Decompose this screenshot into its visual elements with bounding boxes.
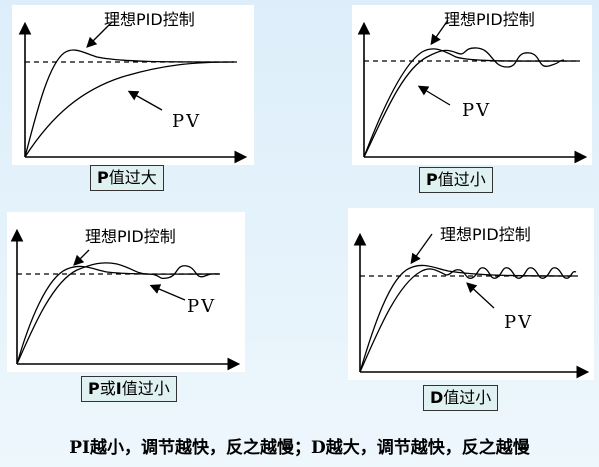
caption-param: P <box>426 170 438 189</box>
response-plot-pi-too-small: 理想PID控制 PV <box>10 227 241 371</box>
caption-param: P <box>88 379 100 398</box>
ideal-label: 理想PID控制 <box>104 10 195 29</box>
pv-pointer-arrow <box>466 282 495 309</box>
response-plot-p-too-large: 理想PID控制 PV <box>18 10 248 164</box>
panel-d-too-small: 理想PID控制 PV <box>348 208 594 380</box>
caption-text: 值过大 <box>108 168 157 187</box>
caption-d-too-small: D值过小 <box>423 385 499 411</box>
ideal-pointer-arrow <box>410 233 433 265</box>
pv-curve <box>363 47 565 158</box>
pv-pointer-arrow <box>149 284 186 301</box>
ideal-curve <box>359 264 577 373</box>
ideal-curve <box>24 49 235 158</box>
ideal-label: 理想PID控制 <box>85 227 176 246</box>
caption-connector: 或 <box>99 379 116 398</box>
pv-pointer-arrow <box>127 90 163 111</box>
pv-curve <box>24 61 235 158</box>
caption-param-2: I <box>115 379 122 398</box>
pv-label: PV <box>172 111 201 132</box>
caption-p-too-small: P值过小 <box>419 167 493 193</box>
ideal-curve <box>16 265 220 365</box>
caption-param: D <box>430 388 444 407</box>
panel-p-too-small: 理想PID控制 PV <box>352 5 592 165</box>
response-plot-p-too-small: 理想PID控制 PV <box>357 10 588 164</box>
caption-text: 值过小 <box>443 388 492 407</box>
pv-label: PV <box>462 100 491 121</box>
caption-pi-too-small: P或I值过小 <box>81 376 177 402</box>
pv-label: PV <box>504 312 533 333</box>
pv-curve <box>16 262 220 365</box>
pv-pointer-arrow <box>417 85 451 106</box>
pv-label: PV <box>187 296 216 317</box>
caption-p-too-large: P值过大 <box>90 165 164 191</box>
ideal-label: 理想PID控制 <box>444 10 535 29</box>
panel-p-too-large: 理想PID控制 PV <box>12 5 254 165</box>
panel-pi-too-small: 理想PID控制 PV <box>7 212 245 372</box>
ideal-pointer-arrow <box>73 249 90 266</box>
ideal-curve <box>363 48 581 158</box>
summary-text: PI越小，调节越快，反之越慢；D越大，调节越快，反之越慢 <box>69 438 530 458</box>
caption-param: P <box>97 168 109 187</box>
ideal-pointer-arrow <box>86 21 113 48</box>
ideal-label: 理想PID控制 <box>440 225 531 244</box>
pv-curve <box>359 267 577 373</box>
response-plot-d-too-small: 理想PID控制 PV <box>353 225 590 379</box>
ideal-pointer-arrow <box>430 19 449 46</box>
caption-text: 值过小 <box>437 170 486 189</box>
caption-text: 值过小 <box>121 379 170 398</box>
